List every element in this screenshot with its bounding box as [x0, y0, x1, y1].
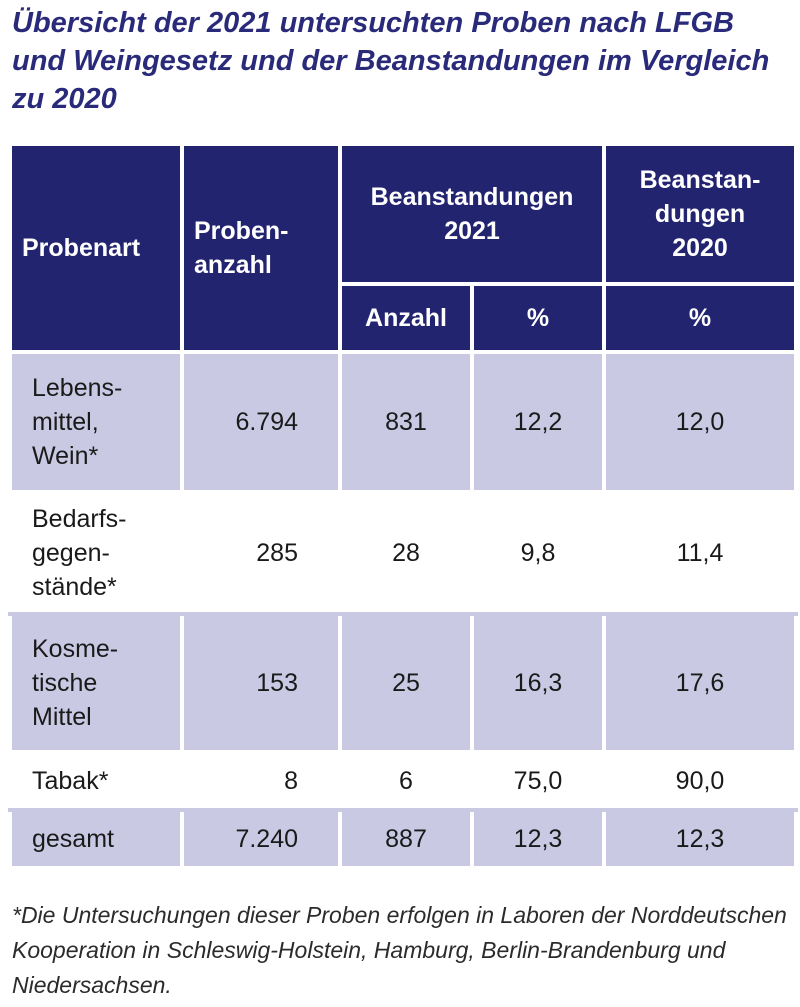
- cell-anzahl: 25: [338, 612, 474, 754]
- table-row: gesamt 7.240 887 12,3 12,3: [8, 808, 799, 870]
- row-label-line: gegen-: [32, 539, 110, 567]
- header-probenanzahl-line1: Proben-: [194, 217, 289, 245]
- table-row: Tabak* 8 6 75,0 90,0: [8, 750, 799, 812]
- cell-percent-2021: 75,0: [469, 750, 607, 812]
- header-beanstandungen-2020-line3: 2020: [672, 234, 728, 262]
- page-title: Übersicht der 2021 untersuchten Proben n…: [12, 7, 770, 115]
- row-label-line: Mittel: [32, 703, 92, 731]
- cell-percent-2020: 17,6: [602, 612, 799, 754]
- cell-probenanzahl: 153: [180, 612, 342, 754]
- row-label: gesamt: [8, 808, 184, 870]
- cell-probenanzahl: 285: [180, 490, 342, 616]
- header-percent-2021: %: [469, 282, 607, 354]
- header-probenanzahl-line2: anzahl: [194, 251, 272, 279]
- cell-anzahl: 28: [338, 490, 474, 616]
- cell-percent-2021: 12,3: [469, 808, 607, 870]
- header-percent-2020: %: [602, 282, 799, 354]
- table-row: Lebens- mittel, Wein* 6.794 831 12,2 12,…: [8, 350, 799, 494]
- cell-percent-2020: 90,0: [602, 750, 799, 812]
- header-anzahl: Anzahl: [338, 282, 474, 354]
- cell-anzahl: 6: [338, 750, 474, 812]
- row-label: Tabak*: [8, 750, 184, 812]
- cell-percent-2021: 9,8: [469, 490, 607, 616]
- cell-percent-2020: 12,0: [602, 350, 799, 494]
- cell-percent-2021: 12,2: [469, 350, 607, 494]
- table-row: Bedarfs- gegen- stände* 285 28 9,8 11,4: [8, 490, 799, 616]
- row-label-line: Bedarfs-: [32, 505, 127, 533]
- header-beanstandungen-2020-line1: Beanstan-: [639, 166, 761, 194]
- footnote: *Die Untersuchungen dieser Proben erfolg…: [12, 902, 787, 998]
- cell-percent-2020: 12,3: [602, 808, 799, 870]
- row-label-line: Tabak*: [32, 767, 109, 795]
- header-beanstandungen-2021: Beanstandungen 2021: [337, 142, 607, 286]
- table-row: Kosme- tische Mittel 153 25 16,3 17,6: [8, 612, 799, 754]
- results-table: Probenart Proben- anzahl Beanstandungen …: [8, 142, 799, 870]
- row-label-line: Wein*: [32, 442, 99, 470]
- header-beanstandungen-2020-line2: dungen: [654, 200, 746, 228]
- header-beanstandungen-2021-line1: Beanstandungen: [370, 183, 574, 211]
- results-table-container: Probenart Proben- anzahl Beanstandungen …: [8, 142, 799, 870]
- header-beanstandungen-2020: Beanstan- dungen 2020: [602, 142, 799, 286]
- cell-probenanzahl: 6.794: [180, 350, 342, 494]
- row-label-line: mittel,: [32, 408, 99, 436]
- cell-probenanzahl: 7.240: [180, 808, 342, 870]
- row-label: Kosme- tische Mittel: [8, 612, 184, 754]
- header-probenanzahl: Proben- anzahl: [180, 142, 342, 354]
- row-label: Lebens- mittel, Wein*: [8, 350, 184, 494]
- cell-anzahl: 887: [338, 808, 474, 870]
- cell-anzahl: 831: [338, 350, 474, 494]
- header-probenart: Probenart: [8, 142, 184, 354]
- row-label-line: Kosme-: [32, 635, 119, 663]
- cell-percent-2020: 11,4: [602, 490, 799, 616]
- row-label-line: gesamt: [32, 825, 114, 853]
- row-label-line: stände*: [32, 573, 117, 601]
- row-label: Bedarfs- gegen- stände*: [8, 490, 184, 616]
- row-label-line: tische: [32, 669, 98, 697]
- cell-percent-2021: 16,3: [469, 612, 607, 754]
- header-beanstandungen-2021-line2: 2021: [444, 217, 500, 245]
- cell-probenanzahl: 8: [180, 750, 342, 812]
- row-label-line: Lebens-: [32, 374, 123, 402]
